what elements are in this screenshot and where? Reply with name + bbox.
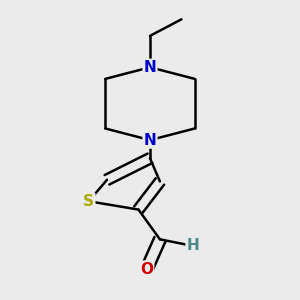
Text: O: O	[140, 262, 153, 277]
Text: S: S	[83, 194, 94, 209]
Text: N: N	[144, 133, 156, 148]
Text: N: N	[144, 60, 156, 75]
Text: H: H	[187, 238, 200, 253]
